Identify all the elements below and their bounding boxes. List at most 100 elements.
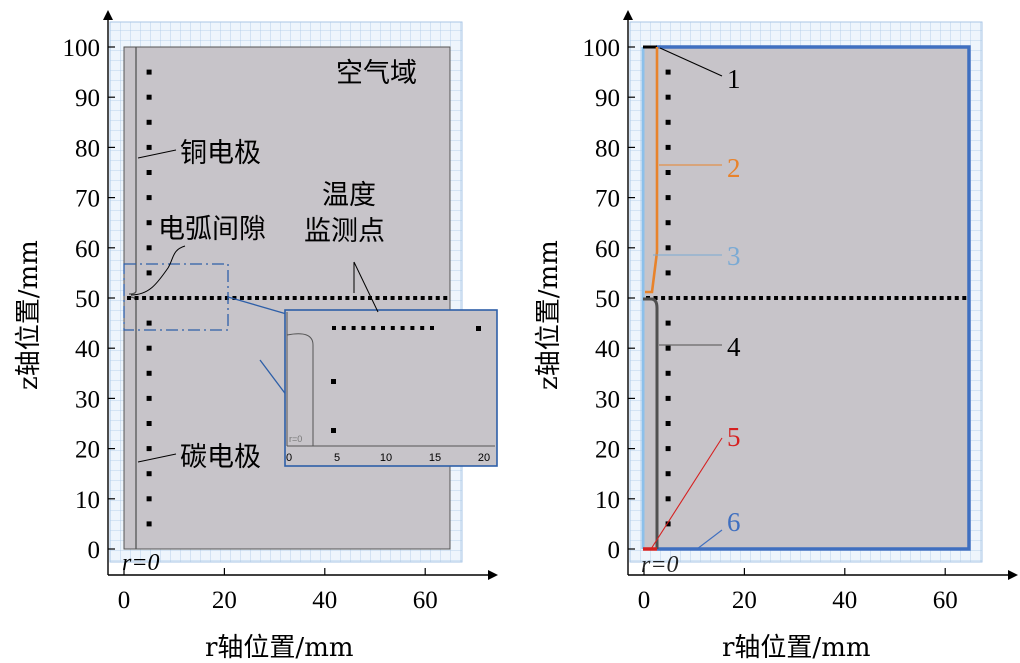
inset-monitor-point xyxy=(476,326,481,331)
right-monitor-dots xyxy=(646,69,967,527)
monitor-point xyxy=(194,296,199,300)
y-tick-label: 20 xyxy=(75,437,100,464)
y-tick-label: 100 xyxy=(63,35,101,62)
monitor-point xyxy=(146,195,152,201)
inset-electrode-tip xyxy=(286,333,314,346)
monitor-point xyxy=(390,296,395,300)
monitor-point xyxy=(766,296,771,300)
boundary-label-6: 6 xyxy=(727,507,741,537)
monitor-point xyxy=(277,296,282,300)
boundary-label-5: 5 xyxy=(727,422,741,452)
monitor-point xyxy=(146,270,152,276)
monitor-point xyxy=(413,296,418,300)
left-y-axis-title: z轴位置/mm xyxy=(14,240,44,390)
x-tick-label: 40 xyxy=(312,587,337,614)
y-tick-label: 60 xyxy=(595,236,620,263)
monitor-point xyxy=(239,296,244,300)
monitor-point xyxy=(698,296,703,300)
monitor-point xyxy=(665,270,671,276)
monitor-point xyxy=(939,296,944,300)
monitor-point xyxy=(270,296,275,300)
monitor-point xyxy=(224,296,229,300)
monitor-point xyxy=(428,296,433,300)
monitor-point xyxy=(146,421,152,426)
monitor-point xyxy=(879,296,884,300)
monitor-point xyxy=(665,370,671,376)
y-tick-label: 30 xyxy=(75,386,100,413)
monitor-point xyxy=(758,296,763,300)
monitor-point xyxy=(307,296,312,300)
monitor-point xyxy=(665,421,671,426)
y-tick-label: 50 xyxy=(595,286,620,313)
inset-monitor-point xyxy=(390,326,395,330)
boundary-label-1: 1 xyxy=(727,64,741,94)
y-tick-label: 0 xyxy=(88,537,101,564)
inset-monitor-point xyxy=(381,326,385,330)
monitor-point xyxy=(811,296,816,300)
monitor-point xyxy=(924,296,929,300)
monitor-point xyxy=(330,296,335,300)
monitor-point xyxy=(661,296,666,300)
left-panel: r=0 0 5 10 15 20 空气域 铜电极 电弧间隙 温度 监测点 碳电极… xyxy=(14,10,498,663)
x-tick-label: 40 xyxy=(832,587,857,614)
y-tick-label: 30 xyxy=(595,386,620,413)
right-axis-ticks: 0 10 20 30 40 50 60 70 80 90 100 0 20 40 60 xyxy=(583,35,958,614)
x-tick-label: 20 xyxy=(732,587,757,614)
monitor-point xyxy=(352,296,357,300)
monitor-point xyxy=(665,94,671,100)
monitor-point xyxy=(202,296,207,300)
inset-monitor-point xyxy=(420,326,425,330)
monitor-point xyxy=(917,296,922,300)
monitor-point xyxy=(665,220,671,226)
arc-gap-leader xyxy=(130,245,186,296)
y-tick-label: 60 xyxy=(75,236,100,263)
monitor-point xyxy=(337,296,342,300)
monitor-point xyxy=(665,119,671,125)
monitor-point xyxy=(774,296,779,300)
inset-monitor-point xyxy=(341,326,346,330)
monitor-point xyxy=(751,296,756,300)
monitor-point xyxy=(149,296,154,300)
monitor-point xyxy=(292,296,297,300)
monitor-point xyxy=(285,296,290,300)
monitor-point xyxy=(796,296,801,300)
x-tick-label: 20 xyxy=(212,587,237,614)
right-y-axis-title: z轴位置/mm xyxy=(534,240,564,390)
monitor-point xyxy=(909,296,914,300)
inset-tick-10: 10 xyxy=(380,452,392,464)
monitor-point xyxy=(322,296,327,300)
monitor-point xyxy=(849,296,854,300)
y-tick-label: 80 xyxy=(595,135,620,162)
monitor-point xyxy=(691,296,696,300)
right-grid-border xyxy=(629,21,983,563)
inset-tick-0: 0 xyxy=(286,452,292,464)
monitor-point xyxy=(146,94,152,100)
monitor-point xyxy=(713,296,718,300)
inset-monitor-point xyxy=(351,326,356,330)
monitor-point xyxy=(894,296,899,300)
monitor-point xyxy=(435,296,440,300)
inset-tick-5: 5 xyxy=(334,452,340,464)
y-tick-label: 20 xyxy=(595,437,620,464)
carbon-leader xyxy=(137,453,177,463)
monitor-point xyxy=(665,496,671,502)
monitor-point xyxy=(146,119,152,125)
monitor-point xyxy=(781,296,786,300)
monitor-point xyxy=(665,195,671,201)
zoom-inset: r=0 0 5 10 15 20 xyxy=(284,309,498,467)
monitor-point xyxy=(127,296,132,300)
monitor-point xyxy=(721,296,726,300)
monitor-point xyxy=(819,296,824,300)
monitor-point xyxy=(665,471,671,477)
monitor-point xyxy=(668,296,673,300)
left-x-axis-title: r轴位置/mm xyxy=(205,633,354,663)
monitor-point xyxy=(728,296,733,300)
inset-tick-15: 15 xyxy=(429,452,441,464)
y-tick-label: 40 xyxy=(75,336,100,363)
monitor-point xyxy=(146,69,152,75)
right-r-zero-label: r=0 xyxy=(641,552,679,578)
monitor-point xyxy=(172,296,177,300)
leader-1 xyxy=(659,47,723,77)
